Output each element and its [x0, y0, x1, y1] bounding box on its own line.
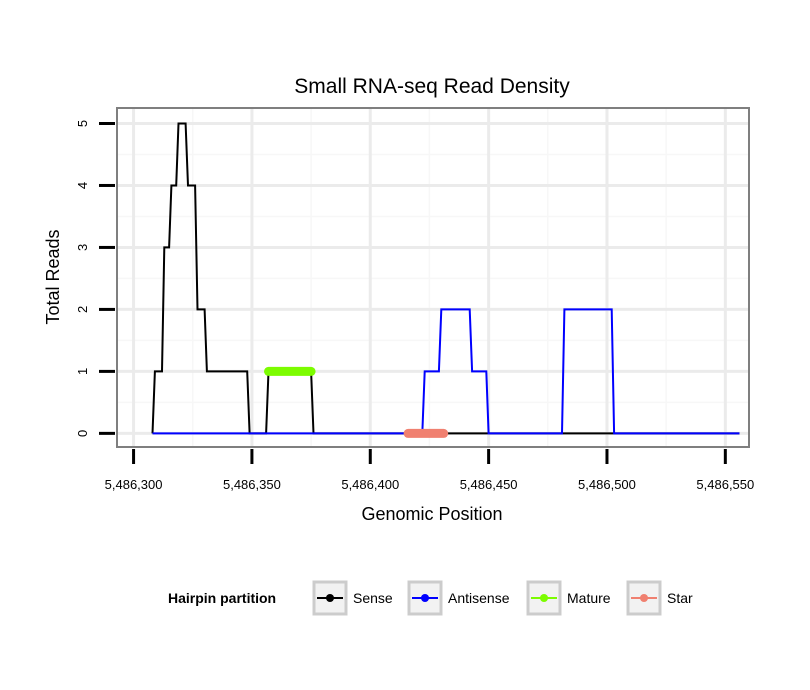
y-tick-label: 0 [75, 430, 90, 437]
legend-item-star: Star [626, 580, 693, 616]
x-axis-label: Genomic Position [361, 504, 502, 524]
legend-title: Hairpin partition [168, 590, 276, 606]
y-tick-label: 3 [75, 244, 90, 251]
x-tick-label: 5,486,400 [341, 477, 399, 492]
x-tick-label: 5,486,550 [696, 477, 754, 492]
legend-key-dot-antisense [421, 594, 429, 602]
x-axis: 5,486,300 5,486,350 5,486,400 5,486,450 5,48… [105, 449, 754, 492]
legend-items: Sense Antisense Mature Star [312, 580, 693, 616]
plot-panel [117, 108, 749, 447]
legend-label-mature: Mature [567, 590, 611, 606]
y-tick-label: 2 [75, 306, 90, 313]
y-tick-label: 5 [75, 120, 90, 127]
y-tick-label: 4 [75, 182, 90, 189]
x-tick-label: 5,486,300 [105, 477, 163, 492]
plot-border [116, 107, 750, 448]
legend-label-star: Star [667, 590, 693, 606]
y-tick-label: 1 [75, 368, 90, 375]
legend-label-sense: Sense [353, 590, 393, 606]
y-axis-label: Total Reads [43, 229, 63, 324]
legend-key-dot-mature [540, 594, 548, 602]
legend-key-dot-sense [326, 594, 334, 602]
legend: Hairpin partition Sense Antisense Mature St… [168, 580, 693, 616]
x-tick-label: 5,486,500 [578, 477, 636, 492]
series-line-antisense [152, 308, 740, 435]
legend-item-antisense: Antisense [407, 580, 510, 616]
x-tick-label: 5,486,350 [223, 477, 281, 492]
legend-key-dot-star [640, 594, 648, 602]
legend-label-antisense: Antisense [448, 590, 510, 606]
x-tick-label: 5,486,450 [460, 477, 518, 492]
y-axis: 0 1 2 3 4 5 [75, 120, 115, 437]
chart-title: Small RNA-seq Read Density [294, 75, 570, 98]
series-layer [151, 122, 740, 438]
legend-item-sense: Sense [312, 580, 393, 616]
legend-item-mature: Mature [526, 580, 611, 616]
